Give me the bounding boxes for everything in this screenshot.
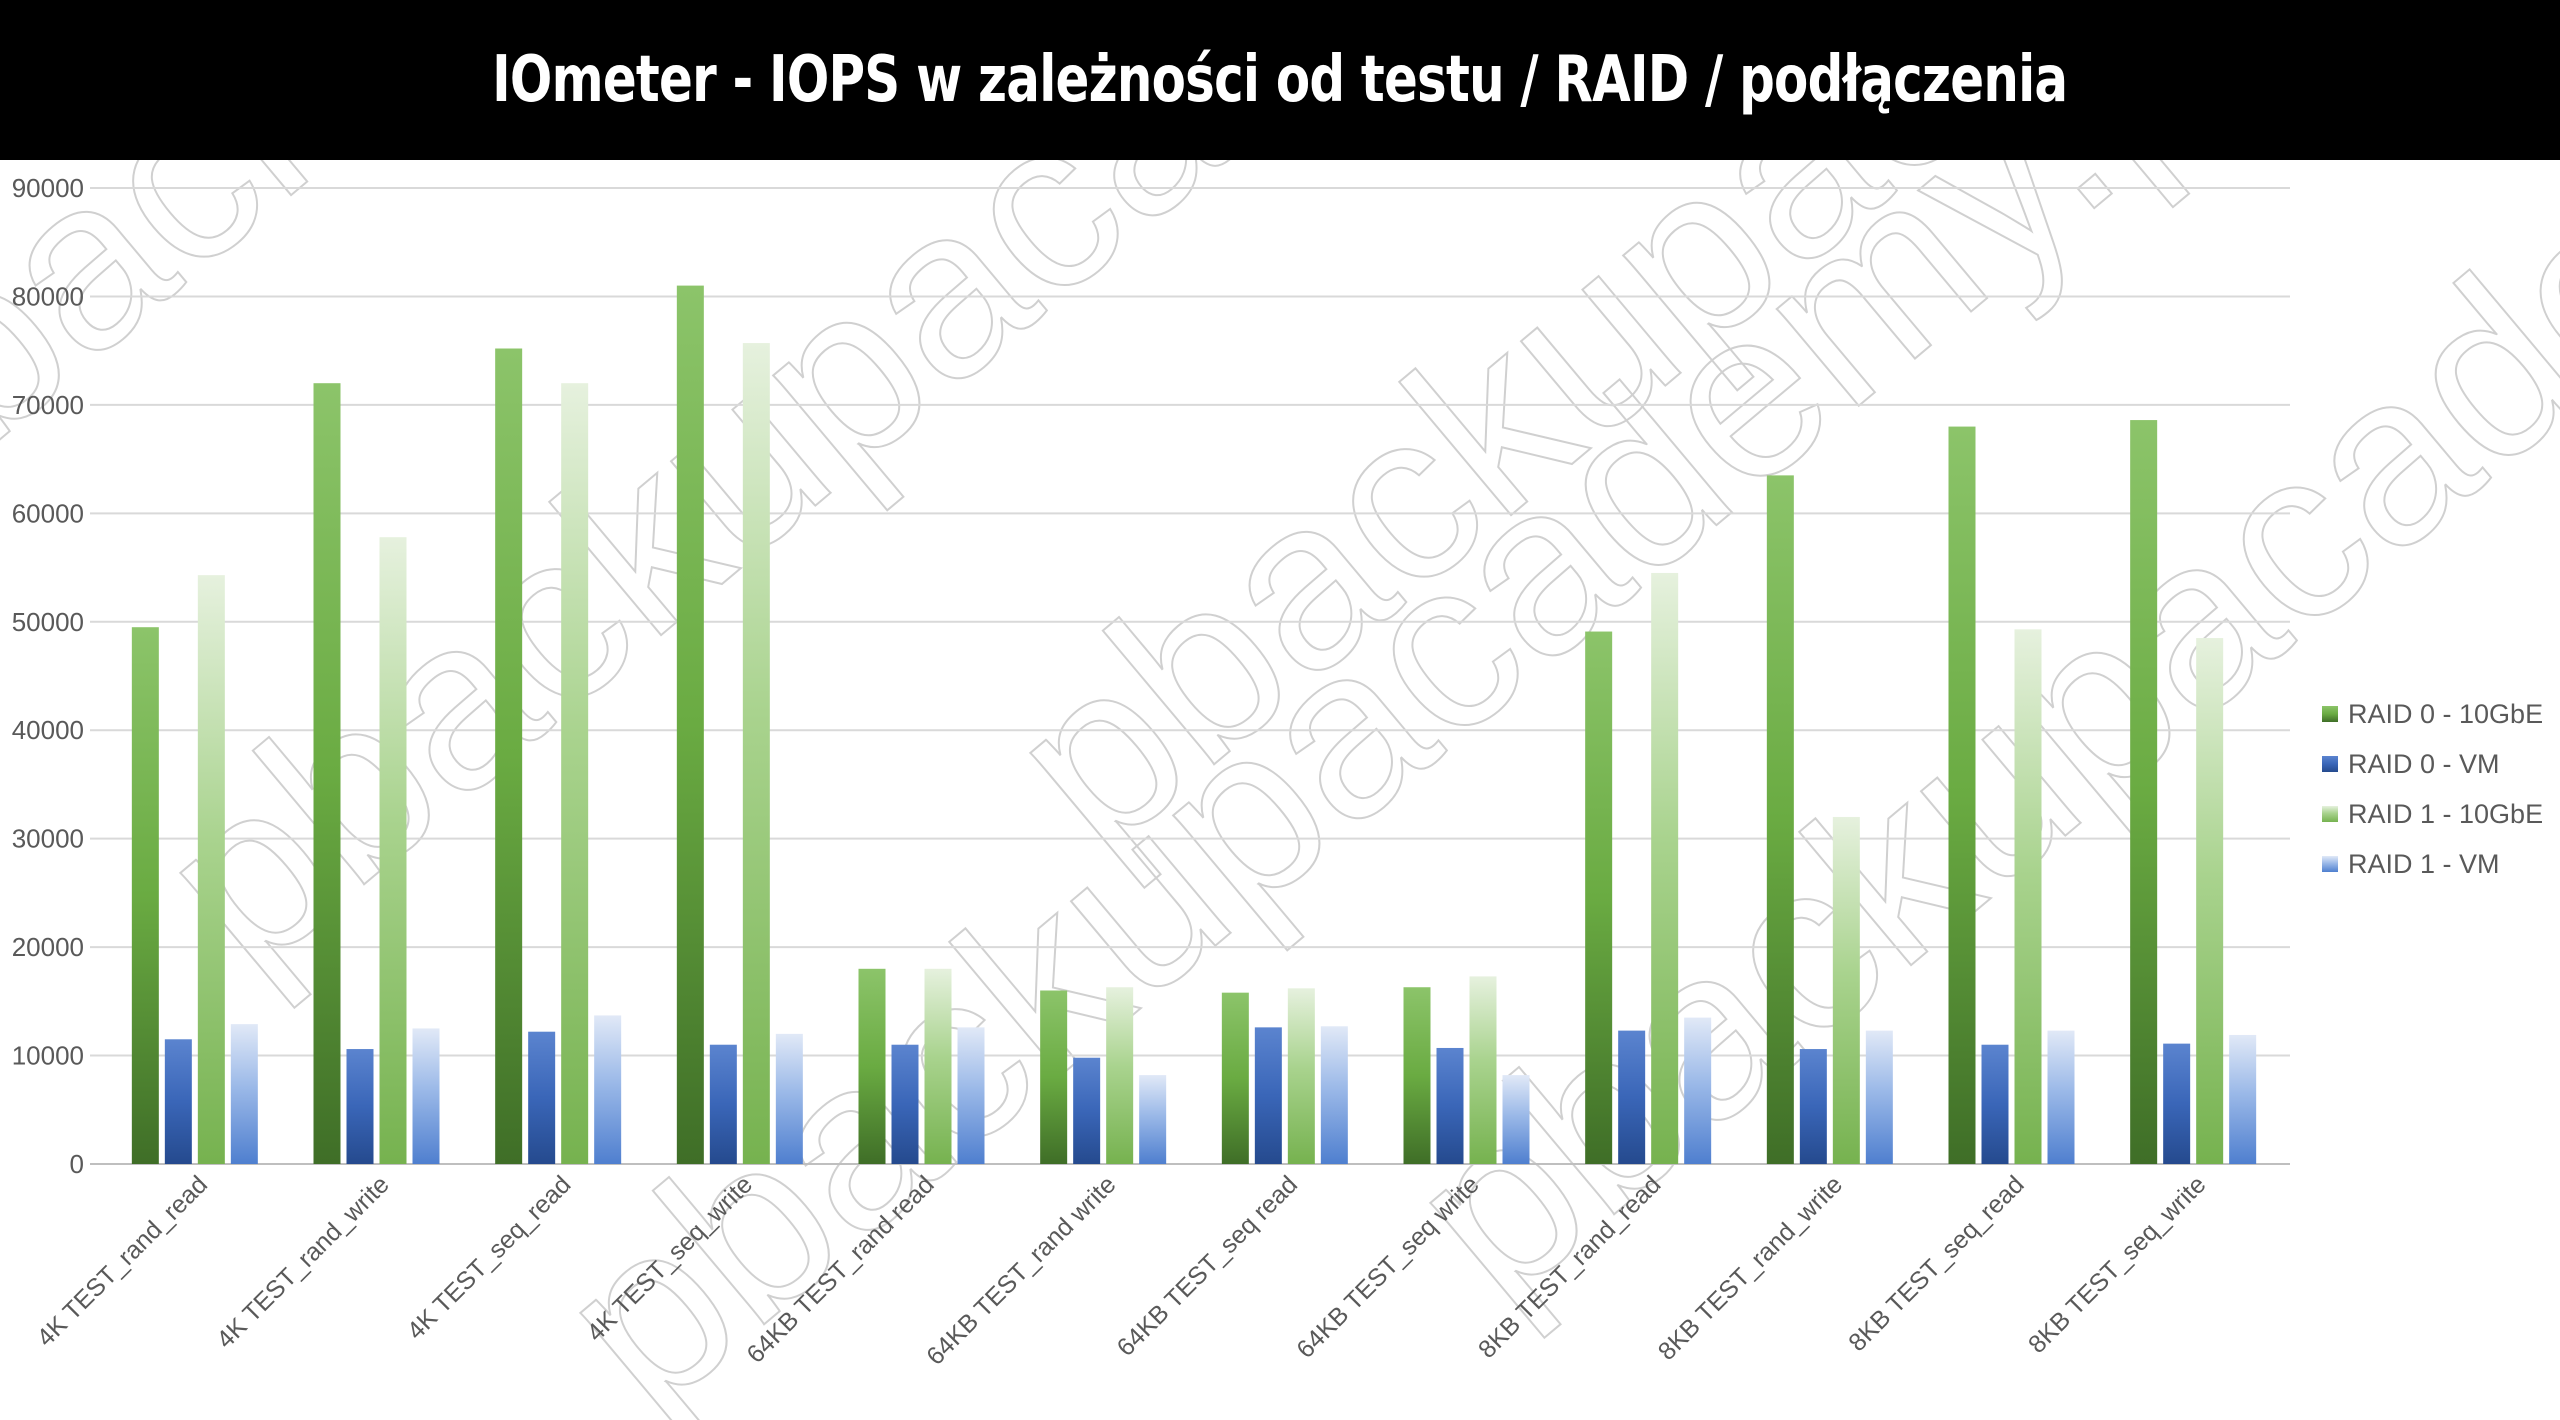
y-tick-label: 40000 — [12, 715, 84, 745]
bar-raid-1-vm-7 — [1502, 1075, 1530, 1164]
y-axis-ticks: 0 10000 20000 30000 40000 50000 60000 70000 8000… — [12, 173, 84, 1179]
bar-raid-1-10gbe-10 — [2014, 629, 2042, 1164]
y-tick-label: 80000 — [12, 281, 84, 311]
legend-label: RAID 0 - VM — [2348, 749, 2500, 779]
bar-raid-0-10gbe-8 — [1585, 631, 1613, 1164]
legend-swatch — [2322, 806, 2338, 822]
bar-raid-0-10gbe-9 — [1766, 475, 1794, 1164]
bar-raid-0-vm-2 — [528, 1031, 556, 1164]
legend-label: RAID 1 - VM — [2348, 849, 2500, 879]
bar-raid-1-10gbe-11 — [2196, 638, 2224, 1164]
bar-raid-1-vm-5 — [1139, 1075, 1167, 1164]
bar-raid-1-10gbe-3 — [742, 343, 770, 1164]
bar-raid-1-10gbe-5 — [1106, 987, 1134, 1164]
bar-raid-0-10gbe-1 — [313, 383, 341, 1164]
bar-raid-1-10gbe-0 — [197, 575, 225, 1164]
y-tick-label: 0 — [70, 1149, 84, 1179]
bar-raid-1-vm-9 — [1865, 1030, 1893, 1164]
x-category-label: 4K TEST_rand_read — [31, 1170, 213, 1352]
bar-raid-0-10gbe-10 — [1948, 426, 1976, 1165]
chart-title: IOmeter - IOPS w zależności od testu / R… — [492, 43, 2068, 117]
bar-raid-1-10gbe-8 — [1651, 572, 1679, 1164]
legend-swatch — [2322, 756, 2338, 772]
bar-raid-1-10gbe-6 — [1287, 988, 1315, 1164]
bar-raid-0-10gbe-4 — [858, 968, 886, 1164]
bar-raid-1-vm-1 — [412, 1028, 440, 1164]
bar-raid-0-10gbe-6 — [1221, 992, 1249, 1164]
y-tick-label: 30000 — [12, 824, 84, 854]
bar-raid-0-vm-7 — [1436, 1047, 1464, 1164]
bar-raid-0-vm-3 — [709, 1044, 737, 1164]
bar-raid-1-10gbe-1 — [379, 537, 407, 1164]
bar-raid-0-10gbe-3 — [676, 285, 704, 1165]
y-tick-label: 90000 — [12, 173, 84, 203]
x-category-label: 64KB TEST_seq write — [1291, 1170, 1484, 1363]
bar-raid-1-vm-8 — [1684, 1017, 1712, 1164]
y-tick-label: 50000 — [12, 607, 84, 637]
legend-swatch — [2322, 856, 2338, 872]
bar-raid-0-10gbe-2 — [495, 348, 523, 1164]
title-bar: IOmeter - IOPS w zależności od testu / R… — [0, 0, 2560, 160]
x-category-label: 8KB TEST_seq_write — [2023, 1170, 2211, 1358]
bar-raid-1-10gbe-2 — [561, 383, 589, 1164]
bar-raid-1-vm-4 — [957, 1027, 985, 1164]
legend-label: RAID 1 - 10GbE — [2348, 799, 2543, 829]
bar-raid-0-vm-5 — [1073, 1057, 1101, 1164]
bar-raid-0-10gbe-7 — [1403, 987, 1431, 1164]
bar-raid-0-vm-0 — [164, 1039, 192, 1164]
legend-swatch — [2322, 706, 2338, 722]
bar-raid-1-10gbe-4 — [924, 968, 952, 1164]
bars — [131, 285, 2257, 1165]
gridlines — [90, 187, 2290, 1165]
bar-raid-0-vm-10 — [1981, 1044, 2009, 1164]
bar-raid-0-vm-9 — [1799, 1049, 1827, 1164]
bar-raid-1-vm-11 — [2229, 1034, 2257, 1164]
bar-raid-1-vm-6 — [1320, 1026, 1348, 1164]
bar-raid-1-vm-2 — [594, 1015, 622, 1164]
bar-raid-0-vm-6 — [1254, 1027, 1282, 1164]
x-category-label: 8KB TEST_seq_read — [1843, 1170, 2030, 1357]
chart: pbackupacademy.plpbackupacademy.plpbacku… — [0, 160, 2560, 1420]
bar-raid-0-10gbe-11 — [2130, 420, 2158, 1164]
legend-label: RAID 0 - 10GbE — [2348, 699, 2543, 729]
y-tick-label: 20000 — [12, 932, 84, 962]
bar-raid-0-vm-8 — [1618, 1030, 1646, 1164]
y-tick-label: 60000 — [12, 498, 84, 528]
bar-raid-0-vm-4 — [891, 1044, 919, 1164]
bar-raid-0-10gbe-5 — [1040, 990, 1068, 1164]
bar-raid-1-10gbe-7 — [1469, 976, 1497, 1164]
x-category-label: 64KB TEST_seq read — [1112, 1170, 1303, 1361]
bar-raid-1-vm-0 — [230, 1024, 258, 1164]
bar-raid-0-vm-1 — [346, 1049, 374, 1164]
bar-raid-1-10gbe-9 — [1832, 816, 1860, 1164]
y-tick-label: 70000 — [12, 390, 84, 420]
bar-raid-0-vm-11 — [2163, 1043, 2191, 1164]
bar-raid-1-vm-3 — [775, 1033, 803, 1164]
bar-raid-0-10gbe-0 — [131, 627, 159, 1164]
legend: RAID 0 - 10GbE RAID 0 - VM RAID 1 - 10GbE R… — [2322, 699, 2543, 879]
y-tick-label: 10000 — [12, 1041, 84, 1071]
x-category-label: 4K TEST_rand_write — [211, 1170, 395, 1354]
bar-raid-1-vm-10 — [2047, 1030, 2075, 1164]
